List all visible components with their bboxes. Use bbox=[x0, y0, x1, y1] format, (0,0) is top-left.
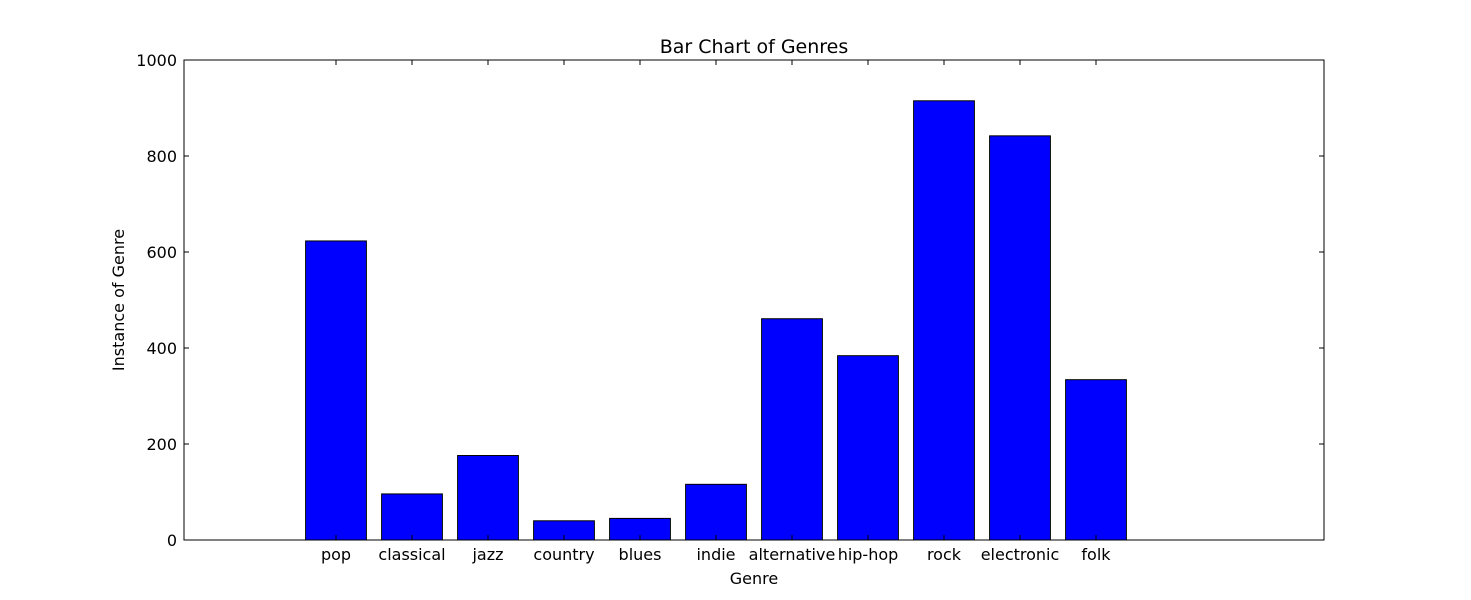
x-tick-label-electronic: electronic bbox=[981, 545, 1060, 564]
x-tick-label-country: country bbox=[533, 545, 594, 564]
x-tick-label-rock: rock bbox=[927, 545, 962, 564]
x-tick-label-hip-hop: hip-hop bbox=[838, 545, 899, 564]
x-axis-label: Genre bbox=[730, 569, 778, 588]
x-tick-label-indie: indie bbox=[696, 545, 735, 564]
bar-electronic bbox=[989, 135, 1051, 541]
y-axis-label: Instance of Genre bbox=[109, 229, 128, 371]
bar-rock bbox=[913, 100, 975, 541]
y-tick-label-800: 800 bbox=[146, 147, 177, 166]
x-tick-label-blues: blues bbox=[619, 545, 662, 564]
x-tick-label-alternative: alternative bbox=[749, 545, 836, 564]
plot-area-frame bbox=[183, 59, 1325, 541]
x-tick-label-folk: folk bbox=[1081, 545, 1111, 564]
x-tick-label-classical: classical bbox=[378, 545, 445, 564]
bar-classical bbox=[381, 493, 443, 541]
bar-pop bbox=[305, 240, 367, 541]
bar-hip-hop bbox=[837, 355, 899, 541]
x-tick-label-jazz: jazz bbox=[471, 545, 503, 564]
y-tick-label-0: 0 bbox=[167, 531, 177, 550]
bar-folk bbox=[1065, 379, 1127, 541]
bar-jazz bbox=[457, 455, 519, 541]
bars-layer bbox=[305, 100, 1127, 541]
x-tick-label-pop: pop bbox=[321, 545, 351, 564]
y-tick-label-400: 400 bbox=[146, 339, 177, 358]
y-tick-label-200: 200 bbox=[146, 435, 177, 454]
y-tick-label-1000: 1000 bbox=[136, 51, 177, 70]
bar-alternative bbox=[761, 318, 823, 541]
ticks-layer: pop classical jazz country blues indie alterna… bbox=[136, 51, 1324, 564]
chart-title: Bar Chart of Genres bbox=[660, 36, 849, 58]
bar-indie bbox=[685, 483, 747, 541]
y-tick-label-600: 600 bbox=[146, 243, 177, 262]
